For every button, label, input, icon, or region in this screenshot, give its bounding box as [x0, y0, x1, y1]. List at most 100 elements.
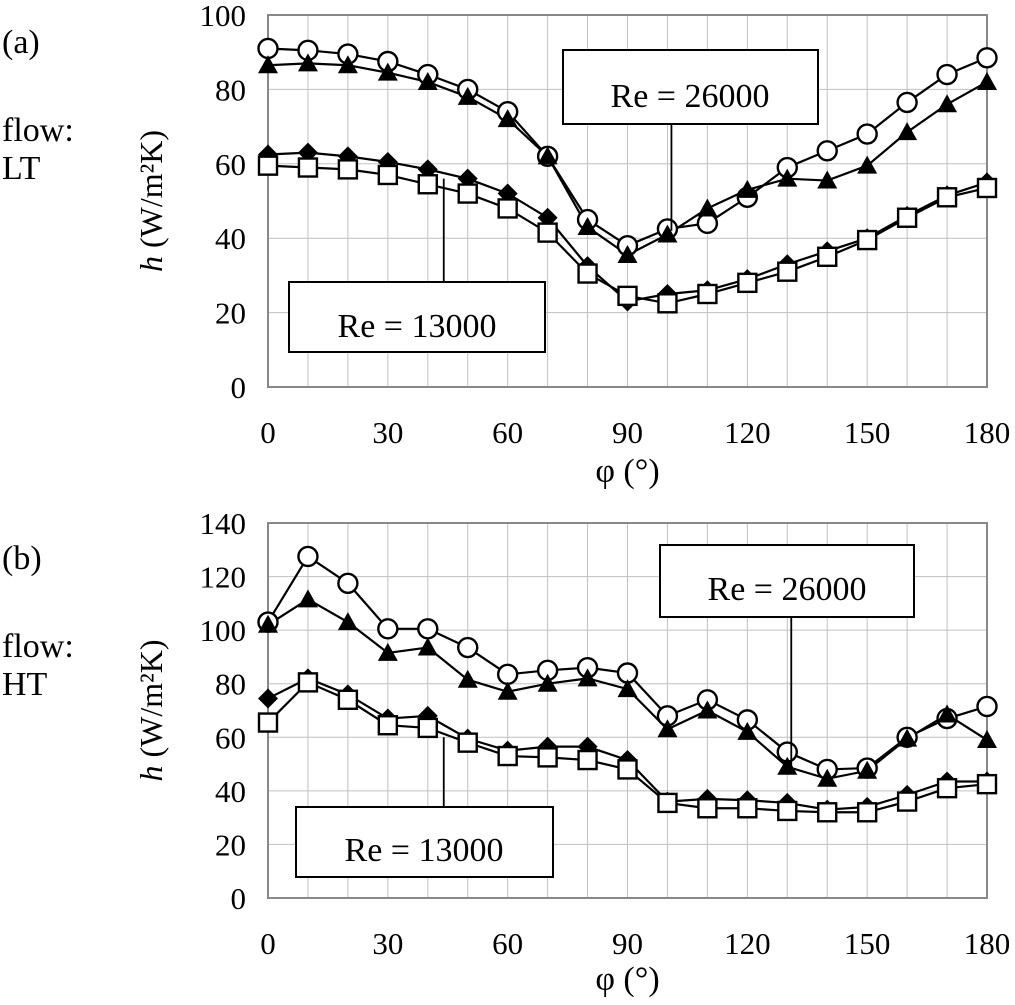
panel-b-flow-type: HT [2, 666, 48, 703]
y-tick-label: 120 [200, 560, 247, 595]
data-point-triangle-filled [417, 637, 438, 656]
data-point-triangle-filled [297, 53, 318, 72]
x-tick-label: 90 [612, 415, 643, 450]
data-point-triangle-filled [337, 55, 358, 74]
plot-frame [267, 14, 988, 388]
data-point-triangle-filled [737, 721, 758, 740]
data-point-diamond-filled [258, 688, 278, 709]
data-point-triangle-filled [937, 704, 958, 723]
x-tick-label: 150 [844, 415, 891, 450]
data-point-square-open [457, 732, 478, 753]
data-point-circle-open [856, 123, 878, 145]
data-point-circle-open [976, 695, 998, 718]
y-tick-label: 0 [231, 881, 247, 916]
y-tick-label: 40 [215, 221, 246, 256]
data-point-circle-open [417, 618, 439, 640]
y-axis-label-units: (W/m²K) [133, 130, 169, 256]
x-tick-label: 60 [492, 926, 523, 961]
data-point-triangle-filled [617, 679, 638, 698]
data-point-triangle-filled [577, 668, 598, 687]
data-point-square-open [817, 802, 838, 823]
data-point-square-open [537, 222, 558, 243]
data-point-square-open [817, 246, 838, 268]
data-point-triangle-filled [577, 217, 598, 236]
y-tick-label: 80 [215, 72, 246, 107]
data-point-square-open [617, 759, 638, 780]
data-point-square-open [417, 717, 438, 739]
data-point-square-open [936, 777, 958, 799]
data-point-circle-open [257, 37, 279, 60]
data-point-square-open [777, 800, 798, 822]
data-point-square-open [257, 712, 279, 733]
y-tick-label: 40 [215, 774, 246, 809]
data-point-circle-open [896, 91, 918, 114]
data-point-triangle-filled [897, 122, 918, 141]
y-axis-label-units: (W/m²K) [133, 640, 169, 766]
data-point-square-open [697, 283, 718, 305]
data-point-triangle-filled [697, 700, 718, 719]
x-tick-label: 30 [372, 415, 403, 450]
data-point-triangle-filled [697, 198, 718, 217]
y-tick-label: 20 [215, 296, 246, 331]
y-tick-label: 20 [215, 827, 246, 862]
y-tick-label: 60 [215, 147, 246, 182]
chart-a: 0 20 40 60 80 100 0 30 60 90 120 150 180 φ (°) h (W/m²… [133, 0, 1010, 490]
data-point-square-open [337, 689, 359, 710]
x-tick-label: 180 [964, 415, 1011, 450]
panel-a-flow-label: flow: [2, 112, 74, 149]
data-point-circle-open [496, 663, 519, 686]
x-tick-label: 60 [492, 415, 523, 450]
data-point-square-open [497, 745, 518, 767]
y-tick-label: 140 [200, 506, 247, 541]
data-point-triangle-filled [737, 179, 758, 198]
data-point-square-open [617, 285, 638, 307]
data-point-square-open [297, 672, 319, 693]
data-point-square-open [896, 791, 918, 812]
data-point-triangle-filled [417, 71, 438, 90]
data-point-triangle-filled [377, 642, 398, 661]
data-point-triangle-filled [977, 71, 997, 90]
annotation-label: Re = 26000 [611, 78, 770, 115]
annotation-box [295, 806, 554, 878]
data-point-circle-open [976, 47, 998, 69]
annotation-label: Re = 26000 [708, 571, 867, 608]
chart-b: 0 20 40 60 80 100 120 140 0 30 60 90 120 150 180 φ (°) h… [133, 506, 1010, 998]
y-axis-label-symbol: h [133, 256, 169, 272]
data-point-square-open [737, 798, 758, 819]
data-point-triangle-filled [657, 224, 678, 243]
data-point-square-open [577, 263, 598, 284]
data-point-triangle-filled [897, 728, 918, 747]
data-point-circle-open [297, 545, 319, 568]
data-point-circle-open [936, 63, 958, 86]
data-point-square-open [257, 155, 279, 176]
data-point-square-open [537, 747, 558, 768]
data-point-triangle-filled [297, 589, 318, 608]
data-point-triangle-filled [537, 146, 558, 165]
data-point-square-open [497, 198, 518, 219]
data-point-circle-open [696, 212, 719, 235]
x-tick-label: 120 [724, 415, 771, 450]
y-axis-label: h (W/m²K) [133, 130, 169, 272]
data-point-square-open [976, 773, 998, 795]
data-point-triangle-filled [857, 155, 878, 174]
data-point-circle-open [457, 636, 479, 659]
x-tick-label: 90 [612, 926, 643, 961]
data-point-triangle-filled [258, 55, 278, 74]
data-point-triangle-filled [497, 109, 518, 128]
y-tick-label: 60 [215, 720, 246, 755]
data-point-square-open [777, 261, 798, 282]
y-tick-label: 100 [200, 0, 247, 33]
panel-a-label: (a) [2, 24, 40, 61]
panel-b-label: (b) [2, 540, 42, 577]
x-tick-label: 30 [372, 926, 403, 961]
data-point-square-open [856, 802, 878, 823]
data-point-triangle-filled [777, 168, 798, 187]
x-axis-label: φ (°) [595, 453, 659, 490]
data-point-triangle-filled [857, 760, 878, 779]
annotation-label: Re = 13000 [345, 832, 504, 869]
data-point-triangle-filled [817, 170, 838, 189]
x-tick-label: 120 [724, 926, 771, 961]
data-point-triangle-filled [537, 673, 558, 692]
data-point-square-open [457, 183, 478, 204]
